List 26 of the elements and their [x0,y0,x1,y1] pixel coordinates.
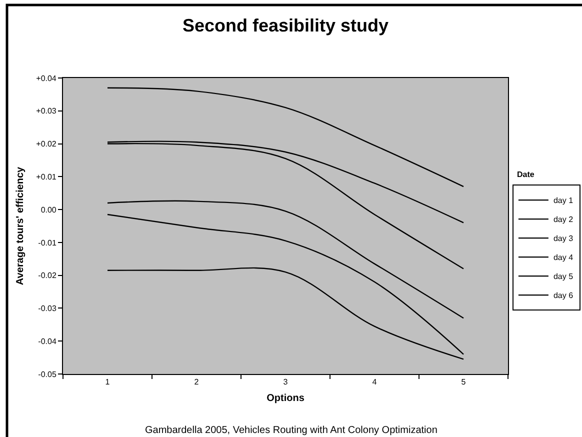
legend-label: day 6 [553,291,574,300]
x-axis-title: Options [266,393,305,404]
x-tick-label: 3 [283,378,288,387]
y-axis-title: Average tours' efficiency [15,166,26,286]
legend-label: day 3 [553,234,574,244]
y-tick-label: -0.05 [38,370,57,379]
text: Gambardella 2005, Vehicles Routing with Ant Colony Optimization [145,425,438,436]
legend-label: day 1 [553,196,574,206]
legend-label: day 2 [553,215,574,224]
x-tick-label: 5 [461,378,466,387]
legend-label: day 5 [553,272,574,282]
legend-label: day 4 [553,253,574,262]
chart-title: Second feasibility study [182,15,389,36]
x-tick-label: 1 [105,378,110,387]
legend-title: Date [517,170,535,179]
y-tick-label: +0.02 [36,140,57,149]
y-tick-label: +0.01 [36,172,57,182]
y-tick-label: -0.03 [38,304,57,314]
y-tick-label: 0.00 [40,205,57,214]
y-tick-label: -0.01 [38,238,57,248]
y-tick-label: +0.04 [36,74,57,83]
y-tick-label: +0.03 [36,106,57,116]
x-tick-label: 4 [372,378,378,387]
y-tick-label: -0.02 [38,271,57,280]
y-tick-label: -0.04 [38,336,57,346]
x-tick-label: 2 [194,378,200,387]
